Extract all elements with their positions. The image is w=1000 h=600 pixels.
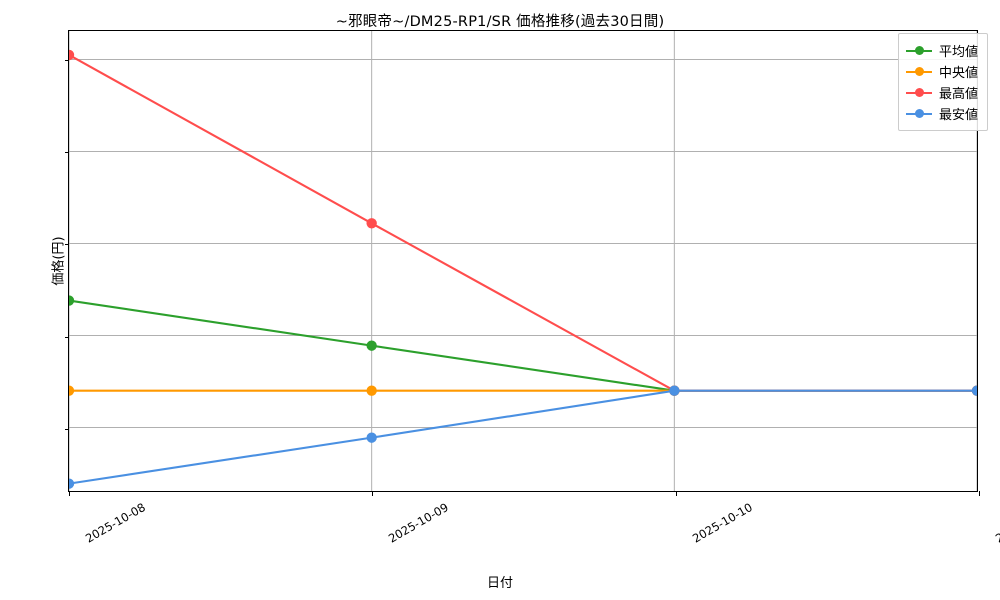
x-tick-label: 2025-10-09 <box>386 500 452 546</box>
x-tick-mark <box>979 491 980 496</box>
data-point-marker[interactable] <box>69 385 75 396</box>
chart-legend: 平均値中央値最高値最安値 <box>897 33 988 131</box>
y-tick-mark <box>64 59 69 61</box>
y-tick-mark <box>64 336 69 338</box>
grid-layer <box>69 31 977 491</box>
data-point-marker[interactable] <box>69 478 75 489</box>
data-point-marker[interactable] <box>69 49 75 61</box>
data-point-marker[interactable] <box>69 295 75 306</box>
legend-item[interactable]: 最高値 <box>905 82 978 103</box>
legend-item-label: 平均値 <box>938 45 978 60</box>
series-line <box>69 391 977 484</box>
x-tick-label: 2025-10-08 <box>82 500 148 546</box>
data-point-marker[interactable] <box>971 385 977 396</box>
legend-swatch-icon <box>905 87 932 99</box>
y-tick-mark <box>64 244 69 246</box>
data-point-marker[interactable] <box>366 385 377 396</box>
legend-item[interactable]: 中央値 <box>905 61 978 82</box>
x-tick-label: 2025-10-10 <box>689 500 755 546</box>
plot-area: 価格(円) <box>52 30 980 496</box>
legend-item[interactable]: 最安値 <box>905 103 978 124</box>
legend-item-label: 最高値 <box>938 87 978 102</box>
x-tick-mark <box>69 491 70 496</box>
series-line <box>69 55 977 391</box>
legend-swatch-icon <box>905 45 932 57</box>
legend-item-label: 中央値 <box>938 66 978 81</box>
data-point-marker[interactable] <box>366 218 377 229</box>
legend-item-label: 最安値 <box>938 108 978 123</box>
y-tick-mark <box>64 429 69 431</box>
y-tick-mark <box>64 152 69 154</box>
series-line <box>69 301 977 391</box>
data-point-marker[interactable] <box>669 385 680 396</box>
x-tick-mark <box>675 491 677 496</box>
x-tick-mark <box>372 491 374 496</box>
legend-swatch-icon <box>905 108 932 120</box>
data-point-marker[interactable] <box>366 432 377 443</box>
x-axis-label: 日付 <box>486 576 513 591</box>
series-layer <box>69 49 977 489</box>
chart-title: ~邪眼帝~/DM25-RP1/SR 価格推移(過去30日間) <box>335 14 665 30</box>
data-point-marker[interactable] <box>366 340 377 351</box>
legend-item[interactable]: 平均値 <box>905 40 978 61</box>
x-tick-label: 2025-10-11 <box>992 500 1000 546</box>
legend-swatch-icon <box>905 66 932 78</box>
